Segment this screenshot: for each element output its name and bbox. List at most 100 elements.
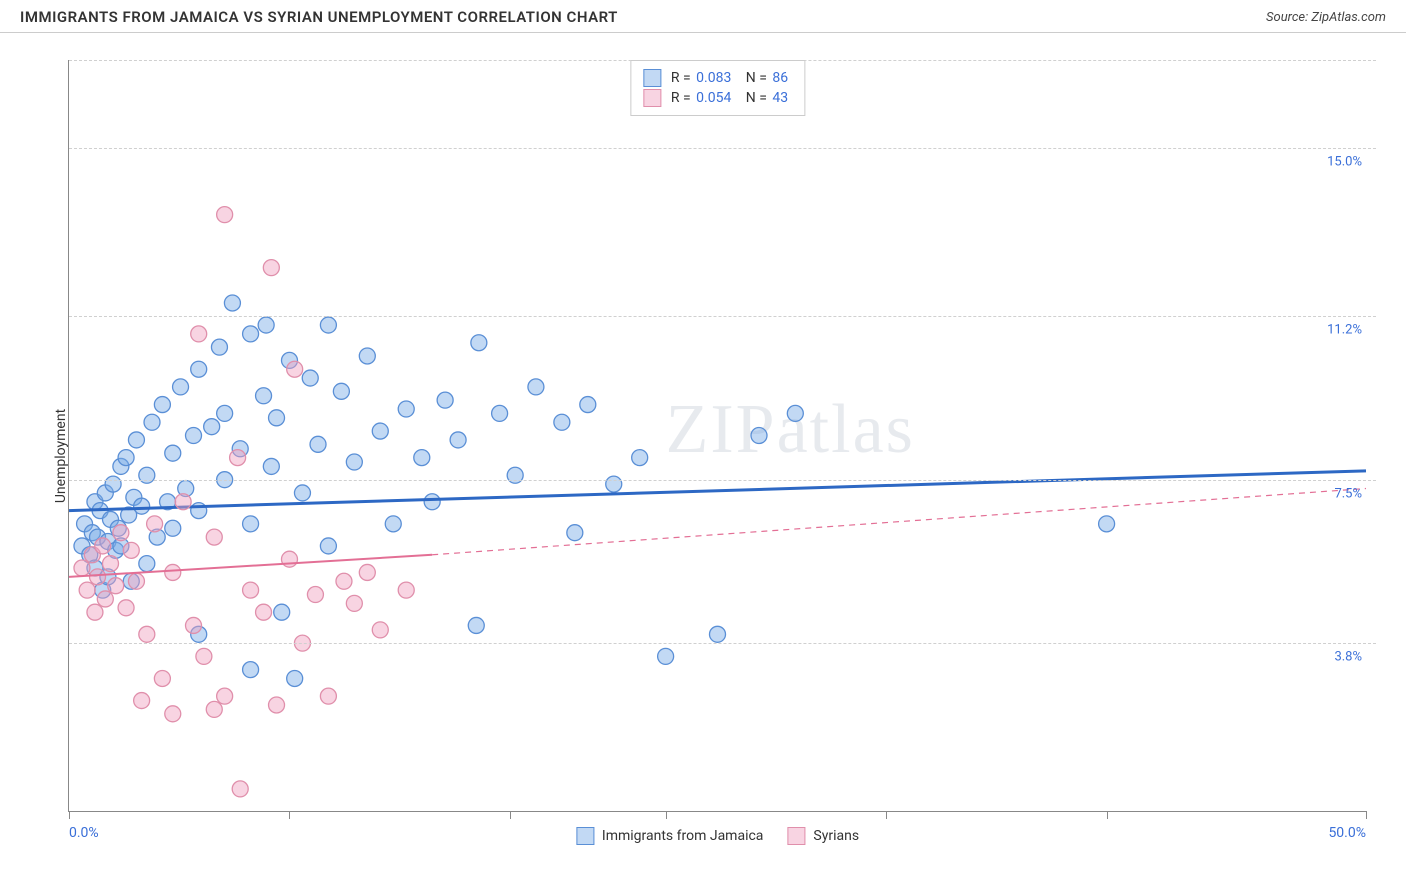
- data-point: [186, 617, 202, 633]
- legend-row: R = 0.083 N = 86: [643, 69, 792, 87]
- data-point: [128, 573, 144, 589]
- data-point: [372, 622, 388, 638]
- data-point: [108, 578, 124, 594]
- legend-row: R = 0.054 N = 43: [643, 89, 792, 107]
- data-point: [128, 432, 144, 448]
- data-point: [217, 405, 233, 421]
- data-point: [154, 670, 170, 686]
- data-point: [243, 582, 259, 598]
- data-point: [437, 392, 453, 408]
- y-tick-label: 7.5%: [1334, 486, 1362, 501]
- legend-item: Syrians: [787, 827, 859, 845]
- data-point: [103, 556, 119, 572]
- data-point: [175, 494, 191, 510]
- legend-stats: R = 0.054 N = 43: [671, 90, 792, 106]
- data-point: [154, 397, 170, 413]
- data-point: [658, 648, 674, 664]
- legend-swatch: [643, 89, 661, 107]
- data-point: [258, 317, 274, 333]
- data-point: [204, 419, 220, 435]
- data-point: [165, 445, 181, 461]
- data-point: [269, 697, 285, 713]
- legend-swatch: [643, 69, 661, 87]
- data-point: [243, 662, 259, 678]
- x-tick: [69, 811, 70, 819]
- data-point: [206, 529, 222, 545]
- data-point: [217, 688, 233, 704]
- gridline: [69, 480, 1376, 481]
- x-start-label: 0.0%: [69, 825, 99, 841]
- data-point: [173, 379, 189, 395]
- y-tick-label: 11.2%: [1327, 323, 1362, 338]
- data-point: [211, 339, 227, 355]
- trend-line: [69, 471, 1366, 511]
- data-point: [243, 326, 259, 342]
- data-point: [118, 450, 134, 466]
- data-point: [165, 564, 181, 580]
- data-point: [224, 295, 240, 311]
- data-point: [359, 564, 375, 580]
- y-axis-label: Unemployment: [53, 409, 69, 503]
- data-point: [123, 542, 139, 558]
- gridline: [69, 643, 1376, 644]
- data-point: [206, 701, 222, 717]
- data-point: [320, 538, 336, 554]
- data-point: [134, 693, 150, 709]
- data-point: [74, 560, 90, 576]
- x-tick: [1366, 811, 1367, 819]
- legend-stats: R = 0.083 N = 86: [671, 70, 792, 86]
- data-point: [79, 582, 95, 598]
- data-point: [302, 370, 318, 386]
- x-tick: [289, 811, 290, 819]
- trend-line-extrapolated: [432, 489, 1366, 555]
- data-point: [310, 436, 326, 452]
- data-point: [294, 485, 310, 501]
- data-point: [113, 525, 129, 541]
- data-point: [230, 450, 246, 466]
- data-point: [256, 388, 272, 404]
- data-point: [217, 207, 233, 223]
- x-tick: [1107, 811, 1108, 819]
- data-point: [751, 428, 767, 444]
- data-point: [414, 450, 430, 466]
- data-point: [359, 348, 375, 364]
- data-point: [87, 604, 103, 620]
- data-point: [243, 516, 259, 532]
- data-point: [139, 556, 155, 572]
- y-tick-label: 15.0%: [1327, 155, 1362, 170]
- data-point: [398, 582, 414, 598]
- data-point: [105, 476, 121, 492]
- chart-container: Unemployment ZIPatlas R = 0.083 N = 86R …: [20, 40, 1386, 872]
- legend-label: Immigrants from Jamaica: [602, 828, 764, 844]
- data-point: [424, 494, 440, 510]
- data-point: [320, 688, 336, 704]
- x-end-label: 50.0%: [1328, 825, 1366, 841]
- data-point: [632, 450, 648, 466]
- data-point: [580, 397, 596, 413]
- scatter-svg: [69, 60, 1366, 811]
- x-tick: [510, 811, 511, 819]
- data-point: [333, 383, 349, 399]
- data-point: [528, 379, 544, 395]
- data-point: [118, 600, 134, 616]
- data-point: [507, 467, 523, 483]
- series-legend: Immigrants from Jamaica Syrians: [576, 827, 859, 845]
- source-attribution: Source: ZipAtlas.com: [1266, 10, 1386, 25]
- data-point: [144, 414, 160, 430]
- gridline: [69, 148, 1376, 149]
- y-tick-label: 3.8%: [1334, 650, 1362, 665]
- data-point: [263, 260, 279, 276]
- data-point: [191, 326, 207, 342]
- data-point: [320, 317, 336, 333]
- data-point: [191, 361, 207, 377]
- legend-swatch: [787, 827, 805, 845]
- data-point: [1099, 516, 1115, 532]
- data-point: [263, 458, 279, 474]
- chart-title: IMMIGRANTS FROM JAMAICA VS SYRIAN UNEMPL…: [20, 8, 618, 26]
- trend-line: [69, 555, 432, 577]
- data-point: [554, 414, 570, 430]
- data-point: [95, 538, 111, 554]
- data-point: [710, 626, 726, 642]
- data-point: [385, 516, 401, 532]
- data-point: [147, 516, 163, 532]
